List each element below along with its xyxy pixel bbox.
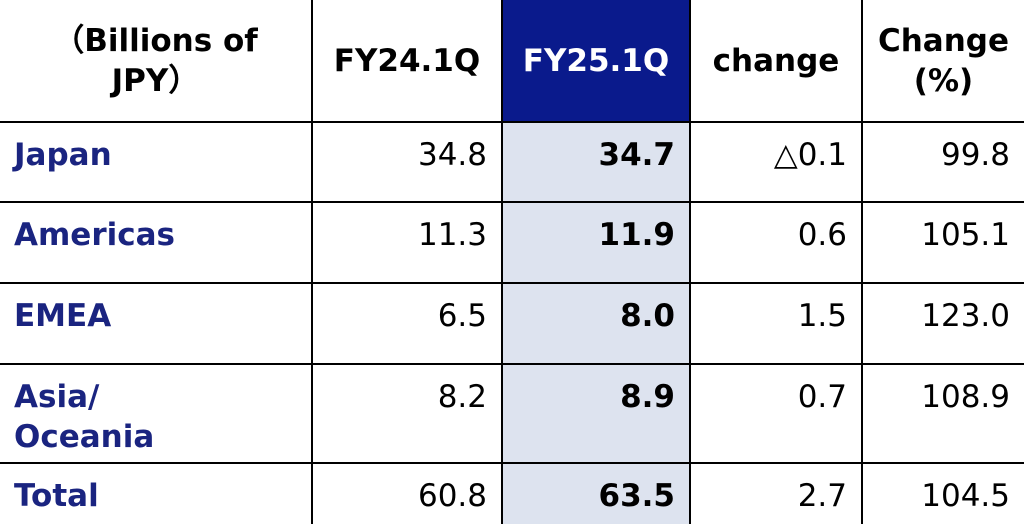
value-cell: 11.9 — [501, 201, 691, 284]
value-cell: 123.0 — [861, 282, 1024, 365]
table-row: Asia/ Oceania 8.2 8.9 0.7 108.9 — [0, 363, 1024, 464]
table-row: Americas 11.3 11.9 0.6 105.1 — [0, 201, 1024, 284]
value-cell: 0.7 — [689, 363, 863, 464]
value-cell: 1.5 — [689, 282, 863, 365]
table-row: EMEA 6.5 8.0 1.5 123.0 — [0, 282, 1024, 365]
row-label: EMEA — [0, 282, 313, 365]
value-cell: 60.8 — [311, 462, 503, 524]
header-cell: change — [689, 0, 863, 123]
header-cell: FY24.1Q — [311, 0, 503, 123]
value-cell: 8.2 — [311, 363, 503, 464]
value-cell: 34.7 — [501, 121, 691, 203]
value-cell: 105.1 — [861, 201, 1024, 284]
value-cell: 2.7 — [689, 462, 863, 524]
value-cell: 34.8 — [311, 121, 503, 203]
value-cell: 104.5 — [861, 462, 1024, 524]
row-label: Total — [0, 462, 313, 524]
header-cell: Change (%) — [861, 0, 1024, 123]
value-cell: 108.9 — [861, 363, 1024, 464]
value-cell: 11.3 — [311, 201, 503, 284]
header-cell: FY25.1Q — [501, 0, 691, 123]
value-cell: 8.0 — [501, 282, 691, 365]
table-row: Japan 34.8 34.7 △0.1 99.8 — [0, 121, 1024, 203]
row-label: Americas — [0, 201, 313, 284]
value-cell: 99.8 — [861, 121, 1024, 203]
header-cell: （Billions of JPY） — [0, 0, 313, 123]
table-body: Japan 34.8 34.7 △0.1 99.8 Americas 11.3 11.9 0.6… — [0, 121, 1024, 524]
value-cell: 0.6 — [689, 201, 863, 284]
value-cell: 6.5 — [311, 282, 503, 365]
row-label: Japan — [0, 121, 313, 203]
header-row: （Billions of JPY） FY24.1Q FY25.1Q change Cha… — [0, 0, 1024, 123]
value-cell: 63.5 — [501, 462, 691, 524]
value-cell: 8.9 — [501, 363, 691, 464]
value-cell: △0.1 — [689, 121, 863, 203]
table-row: Total 60.8 63.5 2.7 104.5 — [0, 462, 1024, 524]
row-label: Asia/ Oceania — [0, 363, 313, 464]
